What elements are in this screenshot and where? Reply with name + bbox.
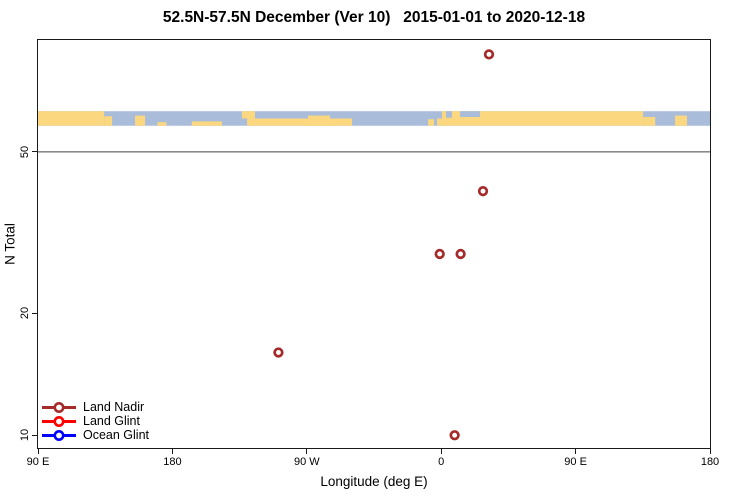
legend: Land Nadir Land Glint Ocean Glint	[40, 400, 149, 442]
map-band-land	[675, 115, 688, 126]
x-tick-label: 90 E	[26, 456, 50, 468]
legend-item-ocean-glint: Ocean Glint	[40, 428, 149, 442]
y-tick-label: 20	[19, 307, 31, 320]
data-point-land-nadir	[434, 248, 445, 260]
map-band-land	[307, 115, 330, 126]
x-tick	[575, 449, 577, 454]
map-band-land	[643, 117, 656, 126]
map-band-land	[437, 118, 442, 126]
y-tick-label: 50	[19, 145, 31, 158]
data-point-land-nadir	[477, 186, 489, 197]
map-band-ocean-patch	[460, 111, 481, 118]
chart-title: 52.5N-57.5N December (Ver 10) 2015-01-01…	[162, 9, 586, 26]
x-tick-label: 90 W	[293, 456, 320, 468]
y-tick	[32, 151, 37, 153]
map-band-land	[241, 111, 255, 119]
map-band-land	[38, 111, 105, 126]
map-band-land	[247, 118, 353, 126]
x-tick	[306, 449, 308, 454]
legend-symbol-land-nadir-icon	[42, 401, 76, 413]
map-band-land	[157, 122, 167, 126]
data-point-land-nadir	[483, 49, 495, 60]
plot-canvas	[38, 49, 710, 441]
map-band-land	[135, 115, 146, 126]
legend-label-land-nadir: Land Nadir	[83, 400, 145, 414]
x-tick	[37, 449, 39, 454]
legend-symbol-land-glint-icon	[42, 415, 76, 427]
x-tick-label: 180	[163, 456, 182, 468]
y-tick-label: 10	[19, 429, 31, 442]
data-point-land-nadir	[455, 248, 466, 260]
legend-label-ocean-glint: Ocean Glint	[83, 428, 150, 442]
x-axis-label: Longitude (deg E)	[320, 474, 428, 489]
data-point-land-nadir	[273, 347, 284, 358]
plot-area	[37, 39, 711, 449]
map-band-land	[104, 116, 113, 126]
x-tick	[709, 449, 711, 454]
map-band-land	[191, 121, 222, 126]
map-band-ocean-patch	[445, 111, 452, 118]
x-tick-label: 90 E	[564, 456, 587, 468]
legend-item-land-nadir: Land Nadir	[40, 400, 149, 414]
map-band-land	[428, 119, 435, 126]
legend-symbol-ocean-glint-icon	[42, 429, 76, 441]
x-tick	[440, 449, 442, 454]
y-tick	[32, 434, 37, 436]
legend-item-land-glint: Land Glint	[40, 414, 149, 428]
legend-label-land-glint: Land Glint	[83, 414, 140, 428]
y-axis-label: N Total	[2, 223, 18, 265]
data-point-land-nadir	[449, 430, 460, 441]
map-band-land	[441, 111, 644, 126]
y-tick	[32, 312, 37, 314]
x-tick-label: 180	[700, 456, 720, 468]
x-tick-label: 0	[438, 456, 445, 468]
x-tick	[171, 449, 173, 454]
